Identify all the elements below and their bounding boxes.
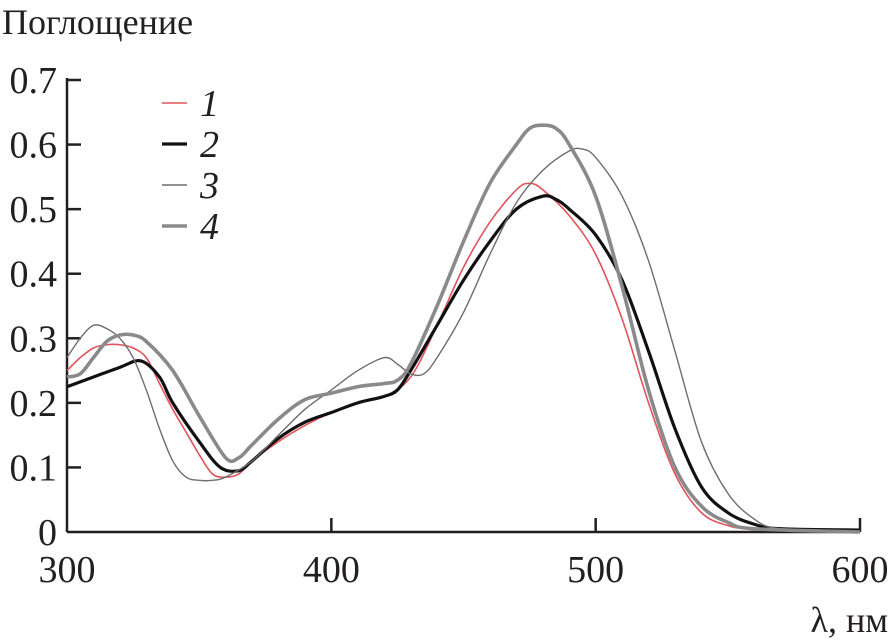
y-tick-label: 0.1 — [10, 447, 58, 489]
y-tick-label: 0.6 — [10, 125, 58, 167]
x-tick-label: 400 — [303, 549, 360, 591]
x-axis-label: λ, нм — [810, 600, 888, 640]
series-line-4 — [66, 123, 861, 534]
x-tick-label: 600 — [832, 549, 889, 591]
y-tick-label: 0 — [38, 512, 57, 554]
series-line-3 — [66, 147, 861, 533]
legend-label-1: 1 — [200, 83, 219, 125]
series-line-1 — [66, 182, 861, 533]
y-tick-label: 0.2 — [10, 383, 58, 425]
y-tick-label: 0.3 — [10, 318, 58, 360]
legend-label-2: 2 — [200, 124, 219, 166]
y-axis-label: Поглощение — [2, 2, 193, 42]
legend-label-4: 4 — [200, 206, 219, 248]
x-tick-label: 500 — [567, 549, 624, 591]
y-tick-label: 0.7 — [10, 60, 58, 102]
legend-label-3: 3 — [199, 165, 219, 207]
y-tick-label: 0.4 — [10, 254, 58, 296]
x-tick-label: 300 — [39, 549, 96, 591]
y-tick-label: 0.5 — [10, 189, 58, 231]
series-line-2 — [66, 194, 861, 532]
